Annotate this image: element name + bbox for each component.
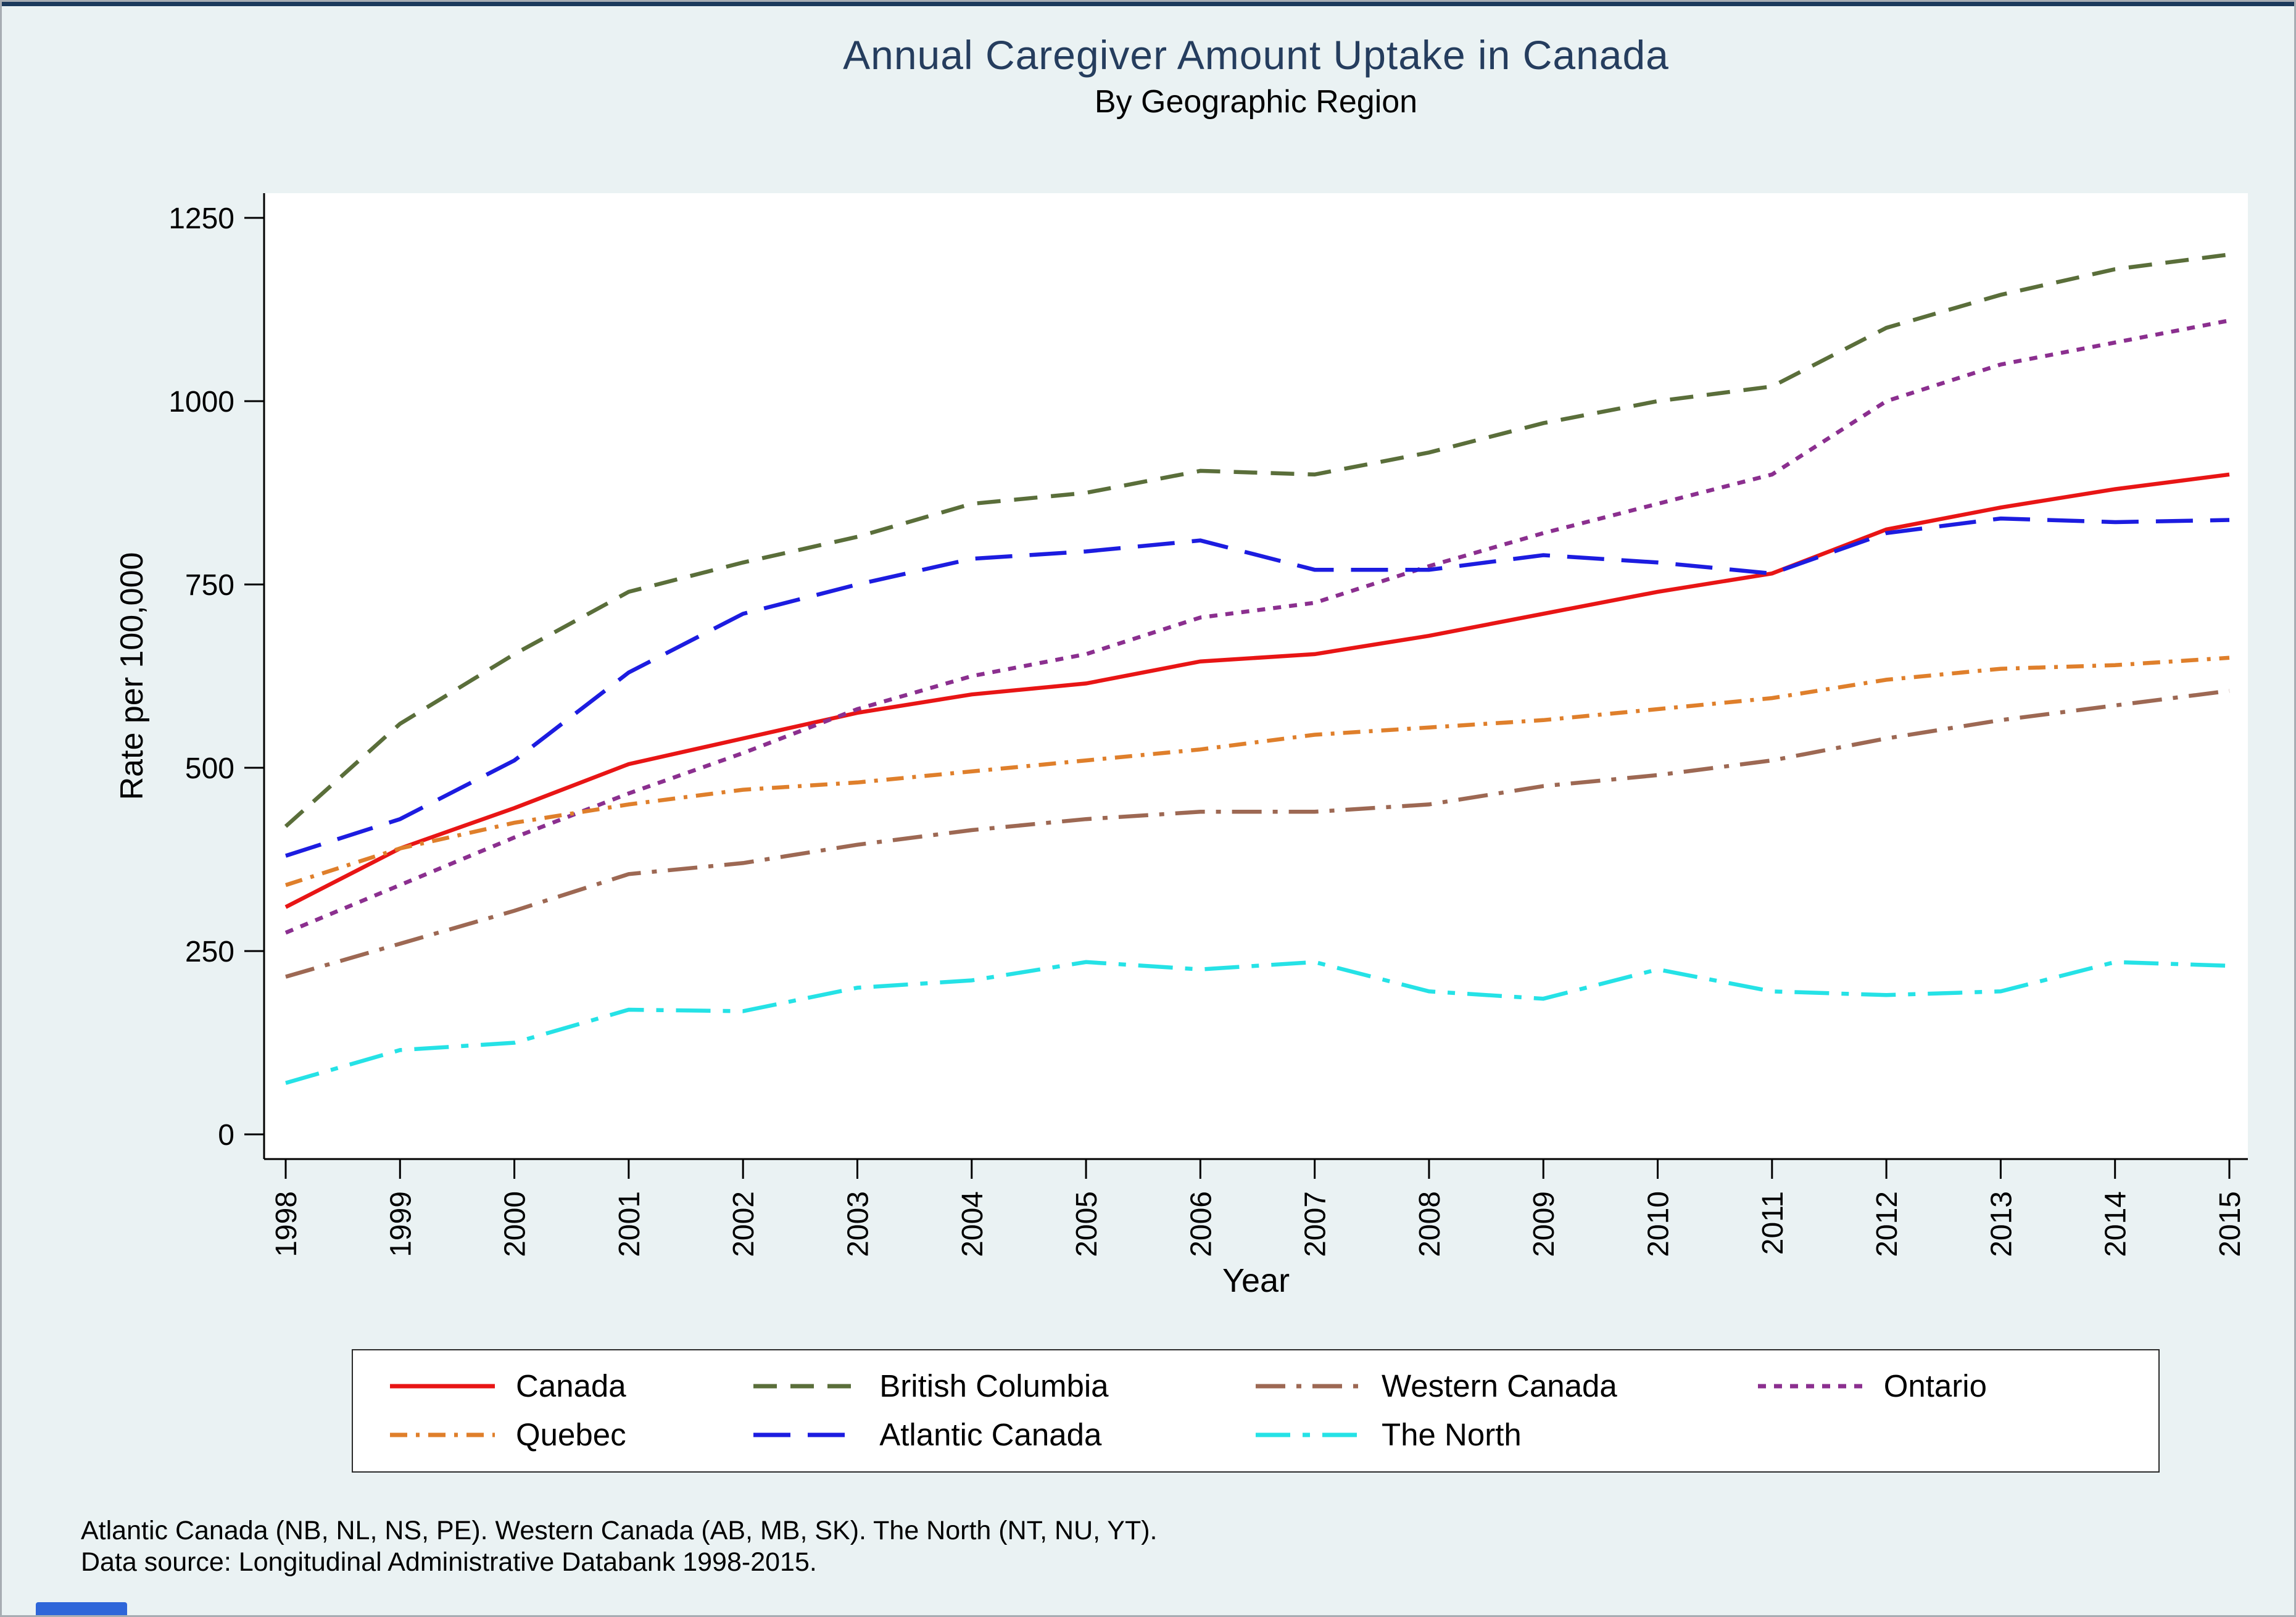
x-tick-label: 2002	[727, 1191, 760, 1257]
legend-swatch-canada	[390, 1384, 495, 1388]
x-tick-label: 2008	[1414, 1191, 1446, 1257]
legend-label-atlantic-canada: Atlantic Canada	[879, 1417, 1102, 1452]
x-tick-label: 2005	[1071, 1191, 1103, 1257]
legend-item-canada: Canada	[390, 1368, 753, 1404]
taskbar-fragment	[36, 1602, 127, 1615]
legend-swatch-western-canada	[1255, 1384, 1361, 1388]
chart-canvas: 0 250 500 750 1000 1250 1998 1999 2000 2001 2002 20…	[114, 193, 2248, 1299]
series-line-ontario	[284, 318, 2230, 935]
x-axis-title: Year	[1222, 1262, 1290, 1299]
x-tick-label: 2009	[1528, 1191, 1560, 1257]
legend-item-the-north: The North	[1255, 1416, 1758, 1453]
legend-item-western-canada: Western Canada	[1255, 1368, 1758, 1404]
y-tick-label: 750	[185, 569, 234, 602]
legend-item-ontario: Ontario	[1757, 1368, 2121, 1404]
x-tick-label: 2007	[1299, 1191, 1332, 1257]
y-tick-label: 0	[218, 1119, 234, 1152]
chart-notes: Atlantic Canada (NB, NL, NS, PE). Wester…	[81, 1515, 1157, 1578]
legend-label-canada: Canada	[516, 1368, 626, 1403]
legend-swatch-atlantic-canada	[753, 1432, 859, 1437]
note-regions: Atlantic Canada (NB, NL, NS, PE). Wester…	[81, 1516, 1158, 1545]
legend-label-western-canada: Western Canada	[1381, 1368, 1617, 1403]
legend-item-quebec: Quebec	[390, 1416, 753, 1453]
plot-background	[264, 193, 2248, 1159]
y-tick-label: 250	[185, 936, 234, 968]
legend-label-british-columbia: British Columbia	[879, 1368, 1109, 1403]
x-tick-label: 2001	[613, 1191, 646, 1257]
legend-label-the-north: The North	[1381, 1417, 1522, 1452]
x-tick-label: 1998	[270, 1191, 303, 1257]
plot-area: 0 250 500 750 1000 1250 1998 1999 2000 2001 2002 20…	[2, 187, 2294, 1335]
legend-item-atlantic-canada: Atlantic Canada	[753, 1416, 1256, 1453]
note-source: Data source: Longitudinal Administrative…	[81, 1547, 817, 1577]
series-line-canada	[284, 472, 2230, 909]
series-line-atlantic-canada	[285, 516, 2230, 858]
series-line-the-north	[285, 960, 2230, 1085]
series-line-quebec	[285, 655, 2230, 887]
x-tick-label: 2010	[1643, 1191, 1675, 1257]
x-tick-label: 2011	[1757, 1191, 1789, 1255]
series-line-western-canada	[285, 689, 2230, 979]
window-top-strip	[2, 2, 2294, 6]
legend-item-british-columbia: British Columbia	[753, 1368, 1256, 1404]
x-tick-label: 2014	[2100, 1191, 2132, 1257]
legend-label-quebec: Quebec	[516, 1417, 626, 1452]
legend: Canada British Columbia Western Canada Onta…	[352, 1349, 2160, 1473]
x-tick-label: 1999	[384, 1191, 417, 1257]
legend-swatch-ontario	[1757, 1384, 1863, 1388]
chart-title: Annual Caregiver Amount Uptake in Canada	[843, 32, 1669, 78]
x-tick-label: 2004	[956, 1191, 989, 1257]
legend-label-ontario: Ontario	[1883, 1368, 1987, 1403]
x-tick-label: 2015	[2214, 1191, 2247, 1257]
chart-subtitle: By Geographic Region	[1094, 84, 1418, 120]
legend-swatch-the-north	[1255, 1432, 1361, 1437]
x-tick-label: 2012	[1871, 1191, 1904, 1257]
x-tick-label: 2013	[1985, 1191, 2018, 1257]
legend-swatch-quebec	[390, 1432, 495, 1437]
y-tick-label: 500	[185, 752, 234, 785]
x-tick-label: 2000	[499, 1191, 532, 1257]
legend-swatch-british-columbia	[753, 1384, 859, 1388]
x-tick-label: 2006	[1185, 1191, 1217, 1257]
y-axis-title: Rate per 100,000	[114, 552, 150, 800]
y-tick-label: 1000	[168, 386, 234, 418]
y-tick-label: 1250	[168, 202, 234, 235]
x-tick-label: 2003	[842, 1191, 874, 1257]
legend-grid: Canada British Columbia Western Canada Onta…	[390, 1368, 2121, 1453]
